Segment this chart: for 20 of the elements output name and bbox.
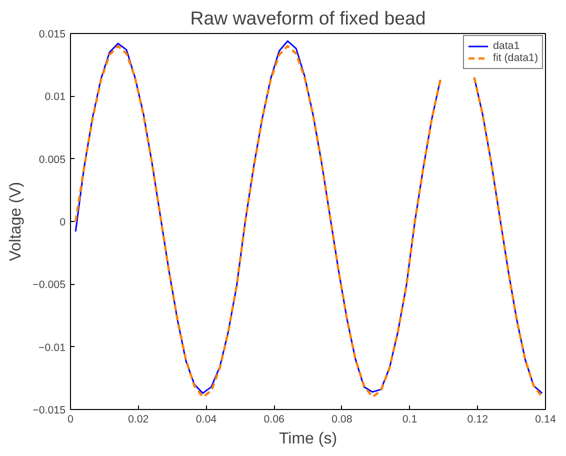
y-tick-label: −0.01 [38,342,66,354]
legend-label: data1 [492,40,520,52]
y-tick-label: 0.005 [38,154,66,166]
y-tick-label: −0.015 [32,404,66,416]
y-tick-label: 0.015 [38,28,66,40]
x-tick-label: 0.04 [196,414,217,426]
y-tick-label: 0 [60,216,66,228]
x-tick-label: 0.02 [128,414,149,426]
chart-title: Raw waveform of fixed bead [190,8,426,28]
x-tick-label: 0.12 [467,414,488,426]
x-tick-label: 0.1 [402,414,418,426]
legend-label: fit (data1) [492,52,538,64]
x-tick-label: 0.14 [535,414,556,426]
x-tick-label: 0 [68,414,74,426]
x-axis-title: Time (s) [278,430,338,448]
y-tick-label: 0.01 [44,91,66,104]
y-tick-label: −0.005 [32,279,66,292]
y-axis-title: Voltage (V) [8,182,25,262]
x-tick-label: 0.08 [332,414,352,426]
x-tick-label: 0.06 [264,414,285,426]
